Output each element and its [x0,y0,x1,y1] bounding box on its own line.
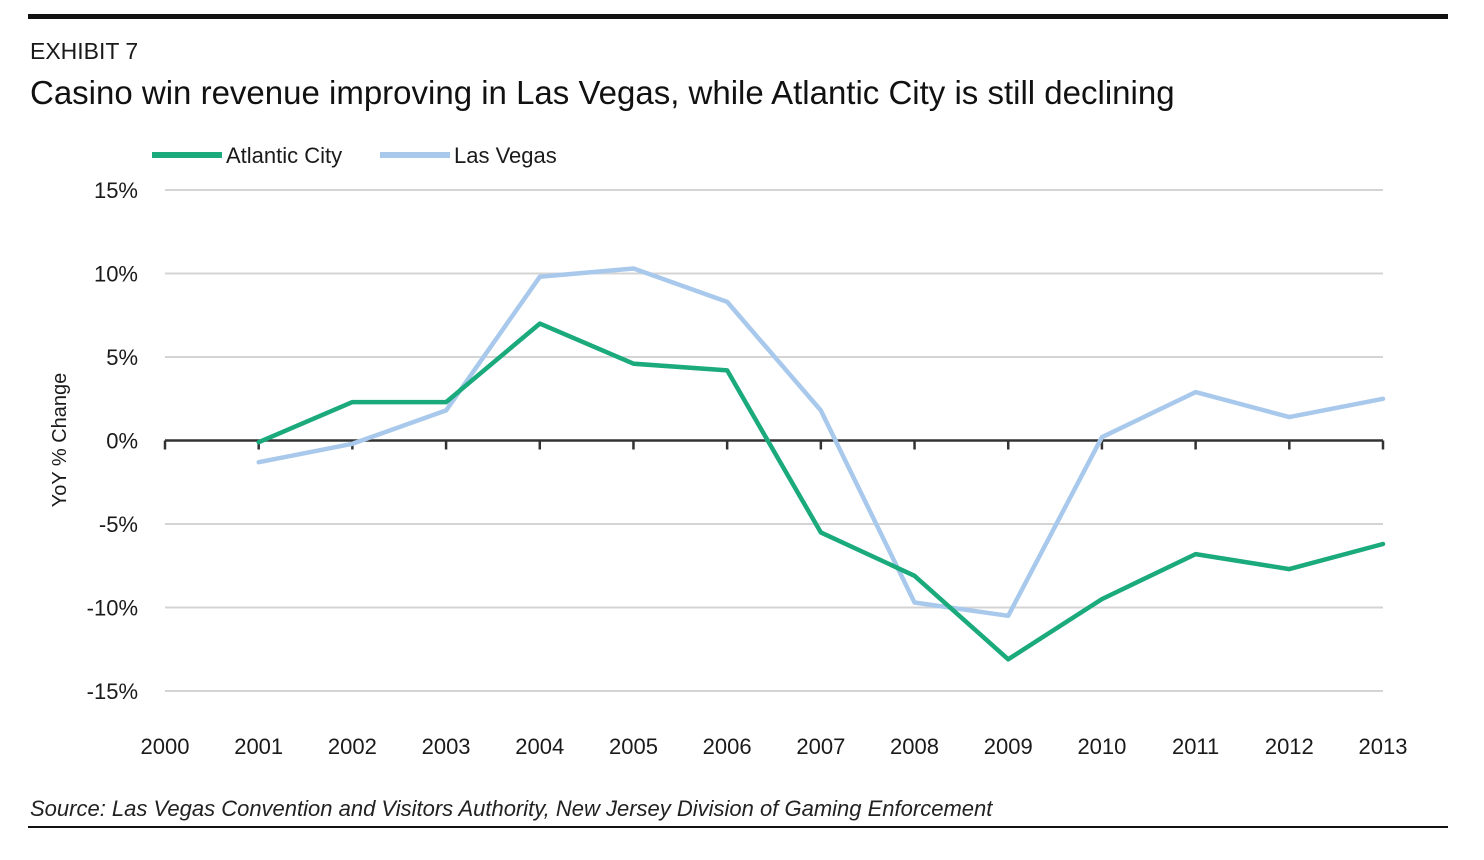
legend-item-las-vegas[interactable]: Las Vegas [380,143,557,168]
y-tick-label: 5% [106,345,138,370]
y-tick-label: 15% [94,178,138,203]
x-tick-label: 2010 [1077,734,1126,759]
legend[interactable]: Atlantic City Las Vegas [152,143,557,168]
x-tick-label: 2008 [890,734,939,759]
top-rule [28,14,1448,19]
legend-item-atlantic-city[interactable]: Atlantic City [152,143,342,168]
exhibit-label: EXHIBIT 7 [30,38,139,64]
x-tick-label: 2004 [515,734,564,759]
y-tick-label: 0% [106,429,138,454]
x-tick-label: 2005 [609,734,658,759]
x-tick-label: 2009 [984,734,1033,759]
source-note: Source: Las Vegas Convention and Visitor… [30,796,993,821]
series-line-atlantic-city [256,321,1386,662]
bottom-rule [28,826,1448,828]
x-tick-label: 2006 [703,734,752,759]
y-tick-labels: 15% 10% 5% 0% -5% -10% -15% [87,178,138,704]
series-lines [256,266,1386,662]
x-tick-label: 2003 [422,734,471,759]
x-tick-label: 2012 [1265,734,1314,759]
x-tick-label: 2011 [1172,734,1219,759]
legend-label: Atlantic City [226,143,342,168]
x-tick-label: 2000 [141,734,190,759]
x-tick-label: 2002 [328,734,377,759]
x-tick-label: 2007 [796,734,845,759]
x-tick-label: 2001 [234,734,283,759]
legend-label: Las Vegas [454,143,557,168]
y-axis-label: YoY % Change [49,373,71,508]
x-tick-label: 2013 [1359,734,1408,759]
y-tick-label: -5% [99,512,138,537]
y-tick-label: 10% [94,262,138,287]
y-tick-label: -15% [87,679,138,704]
series-line-las-vegas [256,266,1386,619]
chart-title: Casino win revenue improving in Las Vega… [30,74,1175,111]
x-tick-labels: 2000 2001 2002 2003 2004 2005 2006 2007 2008 2009… [141,734,1408,759]
y-tick-label: -10% [87,596,138,621]
